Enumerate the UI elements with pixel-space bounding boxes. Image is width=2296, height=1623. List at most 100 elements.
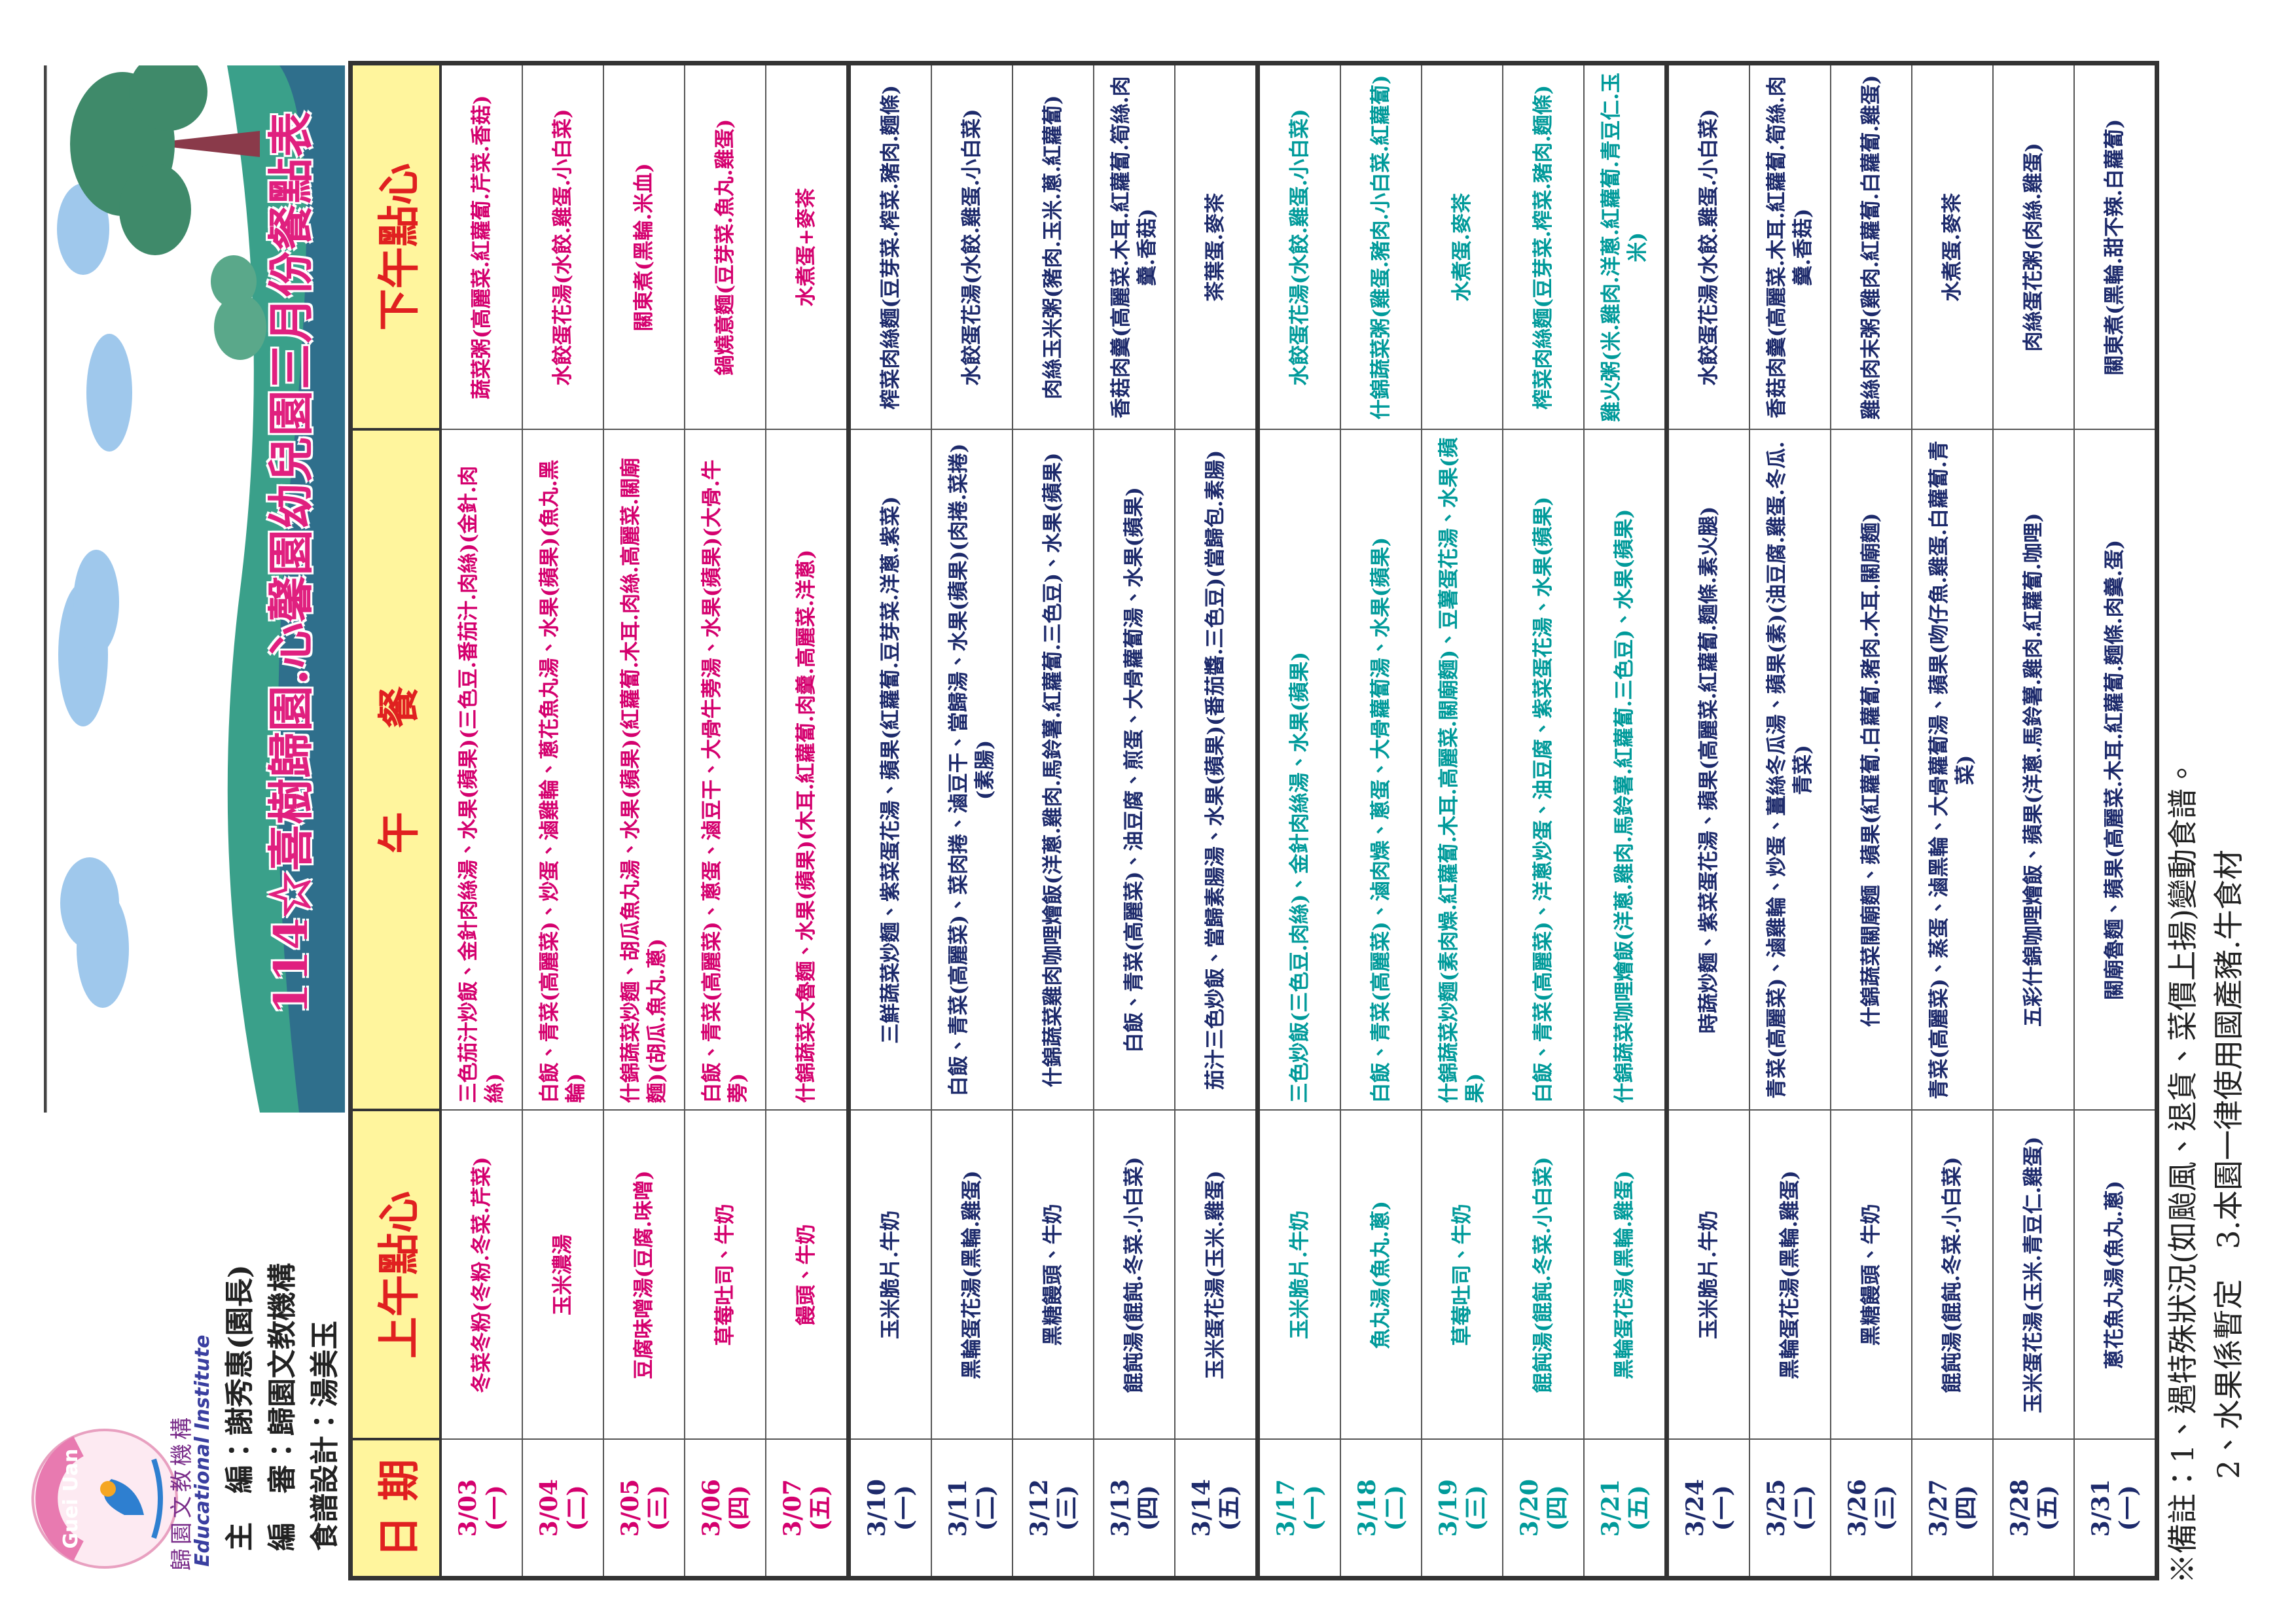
date-cell: 3/21 (五) — [1584, 1439, 1667, 1578]
weekday: (五) — [2034, 1485, 2061, 1531]
afternoon-snack: 水煮蛋+麥茶 — [766, 63, 849, 430]
lunch: 什錦蔬菜大魯麵、水果(蘋果)(木耳.紅蘿蔔.肉羹.高麗菜.洋蔥) — [766, 429, 849, 1111]
morning-snack: 魚丸湯(魚丸.蔥) — [1340, 1110, 1422, 1440]
date: 3/17 — [1272, 1479, 1300, 1537]
lunch: 茄汁三色炒飯、當歸素腸湯、水果(蘋果)(番茄醬.三色豆)(當歸包.素腸) — [1175, 429, 1258, 1111]
tree — [70, 65, 207, 255]
morning-snack: 玉米蛋花湯(玉米.青豆仁.雞蛋) — [1993, 1110, 2074, 1440]
weekday: (五) — [806, 1485, 834, 1531]
weekday: (二) — [972, 1485, 999, 1531]
menu-row: 3/13 (四) 餛飩湯(餛飩.冬菜.小白菜) 白飯、青菜(高麗菜)、油豆腐、煎蛋、大… — [1094, 63, 1175, 1578]
afternoon-snack: 雞絲肉末粥(雞肉.紅蘿蔔.白蘿蔔.雞蛋) — [1831, 63, 1912, 430]
date-cell: 3/11 (二) — [931, 1439, 1013, 1578]
lunch: 什錦蔬菜咖哩燴飯(洋蔥.雞肉.馬鈴薯.紅蘿蔔.三色豆)、水果(蘋果) — [1584, 429, 1667, 1111]
date-cell: 3/10 (一) — [848, 1439, 931, 1578]
morning-snack: 餛飩湯(餛飩.冬菜.小白菜) — [1094, 1110, 1175, 1440]
date-cell: 3/04 (二) — [522, 1439, 603, 1578]
date-cell: 3/26 (三) — [1831, 1439, 1912, 1578]
weekday: (二) — [1381, 1485, 1408, 1531]
date: 3/26 — [1844, 1479, 1871, 1537]
morning-snack: 饅頭、牛奶 — [766, 1110, 849, 1440]
afternoon-snack: 肉絲玉米粥(豬肉.玉米.蔥.紅蘿蔔) — [1013, 63, 1094, 430]
morning-snack: 黑輪蛋花湯(黑輪.雞蛋) — [1749, 1110, 1831, 1440]
date-cell: 3/20 (四) — [1503, 1439, 1584, 1578]
date: 3/18 — [1354, 1479, 1381, 1537]
weekday: (三) — [1462, 1485, 1490, 1531]
weekday: (一) — [1300, 1485, 1327, 1531]
date: 3/10 — [863, 1479, 891, 1537]
date-cell: 3/19 (三) — [1422, 1439, 1503, 1578]
menu-row: 3/19 (三) 草莓吐司、牛奶 什錦蔬菜炒麵(素肉燥.紅蘿蔔.木耳.高麗菜.關廟麵)… — [1422, 63, 1503, 1578]
date: 3/14 — [1188, 1479, 1215, 1537]
credit: 主 編：謝秀惠(園長) — [223, 1264, 257, 1551]
afternoon-snack: 水煮蛋.麥茶 — [1422, 63, 1503, 430]
menu-row: 3/31 (一) 蔥花魚丸湯(魚丸.蔥) 關廟魯麵、蘋果(高麗菜.木耳.紅蘿蔔.麵條.… — [2074, 63, 2157, 1578]
weekday: (三) — [644, 1485, 672, 1531]
afternoon-snack: 鍋燒意麵(豆芽菜.魚丸.雞蛋) — [685, 63, 766, 430]
morning-snack: 玉米脆片.牛奶 — [1257, 1110, 1340, 1440]
weekday: (二) — [1790, 1485, 1818, 1531]
menu-row: 3/18 (二) 魚丸湯(魚丸.蔥) 白飯、青菜(高麗菜)、滷肉燥、蔥蛋、大骨蘿蔔湯、… — [1340, 63, 1422, 1578]
column-header: 下午點心 — [350, 63, 440, 430]
date-cell: 3/31 (一) — [2074, 1439, 2157, 1578]
date: 3/20 — [1516, 1479, 1543, 1537]
date: 3/13 — [1107, 1479, 1134, 1537]
afternoon-snack: 水煮蛋.麥茶 — [1912, 63, 1993, 430]
afternoon-snack: 香菇肉羹(高麗菜.木耳.紅蘿蔔.筍絲.肉羹.香菇) — [1094, 63, 1175, 430]
morning-snack: 餛飩湯(餛飩.冬菜.小白菜) — [1912, 1110, 1993, 1440]
morning-snack: 豆腐味噌湯(豆腐.味噌) — [603, 1110, 685, 1440]
lunch: 什錦蔬菜炒麵、胡瓜魚丸湯、水果(蘋果)(紅蘿蔔.木耳.肉絲.高麗菜.關廟麵)(胡… — [603, 429, 685, 1111]
date: 3/31 — [2087, 1479, 2115, 1537]
date-cell: 3/05 (三) — [603, 1439, 685, 1578]
lunch: 五彩什錦咖哩燴飯、蘋果(洋蔥.馬鈴薯.雞肉.紅蘿蔔.咖哩) — [1993, 429, 2074, 1111]
lunch: 什錦蔬菜關廟麵、蘋果(紅蘿蔔.白蘿蔔.豬肉.木耳.關廟麵) — [1831, 429, 1912, 1111]
morning-snack: 草莓吐司、牛奶 — [1422, 1110, 1503, 1440]
weekday: (一) — [482, 1485, 509, 1531]
date: 3/27 — [1925, 1479, 1952, 1537]
date: 3/11 — [944, 1479, 972, 1537]
weekday: (四) — [1134, 1485, 1162, 1531]
menu-row: 3/24 (一) 玉米脆片.牛奶 時蔬炒麵、紫菜蛋花湯、蘋果(高麗菜.紅蘿蔔.麵條.素… — [1666, 63, 1749, 1578]
date-cell: 3/13 (四) — [1094, 1439, 1175, 1578]
afternoon-snack: 茶葉蛋.麥茶 — [1175, 63, 1258, 430]
weekday: (三) — [1871, 1485, 1899, 1531]
afternoon-snack: 蔬菜粥(高麗菜.紅蘿蔔.芹菜.香菇) — [440, 63, 522, 430]
menu-row: 3/27 (四) 餛飩湯(餛飩.冬菜.小白菜) 青菜(高麗菜)、蒸蛋、滷黑輪、大骨蘿蔔… — [1912, 63, 1993, 1578]
lunch: 白飯、青菜(高麗菜)、炒蛋、滷雞輪、蔥花魚丸湯、水果(蘋果)(魚丸.黑輪) — [522, 429, 603, 1111]
morning-snack: 黑輪蛋花湯(黑輪.雞蛋) — [1584, 1110, 1667, 1440]
afternoon-snack: 香菇肉羹(高麗菜.木耳.紅蘿蔔.筍絲.肉羹.香菇) — [1749, 63, 1831, 430]
menu-row: 3/20 (四) 餛飩湯(餛飩.冬菜.小白菜) 白飯、青菜(高麗菜)、洋蔥炒蛋、油豆腐… — [1503, 63, 1584, 1578]
afternoon-snack: 榨菜肉絲麵(豆芽菜.榨菜.豬肉.麵條) — [848, 63, 931, 430]
lunch: 青菜(高麗菜)、蒸蛋、滷黑輪、大骨蘿蔔湯、蘋果(吻仔魚.雞蛋.白蘿蔔.青菜) — [1912, 429, 1993, 1111]
lunch: 關廟魯麵、蘋果(高麗菜.木耳.紅蘿蔔.麵條.肉羹.蛋) — [2074, 429, 2157, 1111]
afternoon-snack: 肉絲蛋花粥(肉絲.雞蛋) — [1993, 63, 2074, 430]
lunch: 三鮮蔬菜炒麵、紫菜蛋花湯、蘋果(紅蘿蔔.豆芽菜.洋蔥.紫菜) — [848, 429, 931, 1111]
morning-snack: 蔥花魚丸湯(魚丸.蔥) — [2074, 1110, 2157, 1440]
column-header: 上午點心 — [350, 1110, 440, 1440]
afternoon-snack: 關東煮(黑輪.甜不辣.白蘿蔔) — [2074, 63, 2157, 430]
menu-row: 3/26 (三) 黑糖饅頭、牛奶 什錦蔬菜關廟麵、蘋果(紅蘿蔔.白蘿蔔.豬肉.木耳.關… — [1831, 63, 1912, 1578]
credit: 食譜設計：湯美玉 — [308, 1321, 342, 1551]
credit: 編 審：歸園文教機構 — [266, 1263, 299, 1551]
date: 3/05 — [617, 1479, 644, 1537]
weekday: (一) — [2115, 1485, 2142, 1531]
date: 3/19 — [1435, 1479, 1462, 1537]
logo-arch — [35, 1436, 84, 1561]
morning-snack: 玉米脆片.牛奶 — [848, 1110, 931, 1440]
weekday: (五) — [1215, 1485, 1243, 1531]
date-cell: 3/25 (二) — [1749, 1439, 1831, 1578]
menu-row: 3/25 (二) 黑輪蛋花湯(黑輪.雞蛋) 青菜(高麗菜)、滷雞輪、炒蛋、薑絲冬瓜湯、… — [1749, 63, 1831, 1578]
weekday: (二) — [563, 1485, 590, 1531]
morning-snack: 玉米濃湯 — [522, 1110, 603, 1440]
logo-english: Educational Institute — [191, 1334, 214, 1567]
menu-row: 3/07 (五) 饅頭、牛奶 什錦蔬菜大魯麵、水果(蘋果)(木耳.紅蘿蔔.肉羹.高麗菜… — [766, 63, 849, 1578]
menu-row: 3/21 (五) 黑輪蛋花湯(黑輪.雞蛋) 什錦蔬菜咖哩燴飯(洋蔥.雞肉.馬鈴薯.紅蘿… — [1584, 63, 1667, 1578]
date-cell: 3/12 (三) — [1013, 1439, 1094, 1578]
weekday: (四) — [725, 1485, 753, 1531]
afternoon-snack: 關東煮(黑輪.米血) — [603, 63, 685, 430]
date: 3/12 — [1026, 1479, 1053, 1537]
date-cell: 3/07 (五) — [766, 1439, 849, 1578]
lunch: 白飯、青菜(高麗菜)、洋蔥炒蛋、油豆腐、紫菜蛋花湯、水果(蘋果) — [1503, 429, 1584, 1111]
